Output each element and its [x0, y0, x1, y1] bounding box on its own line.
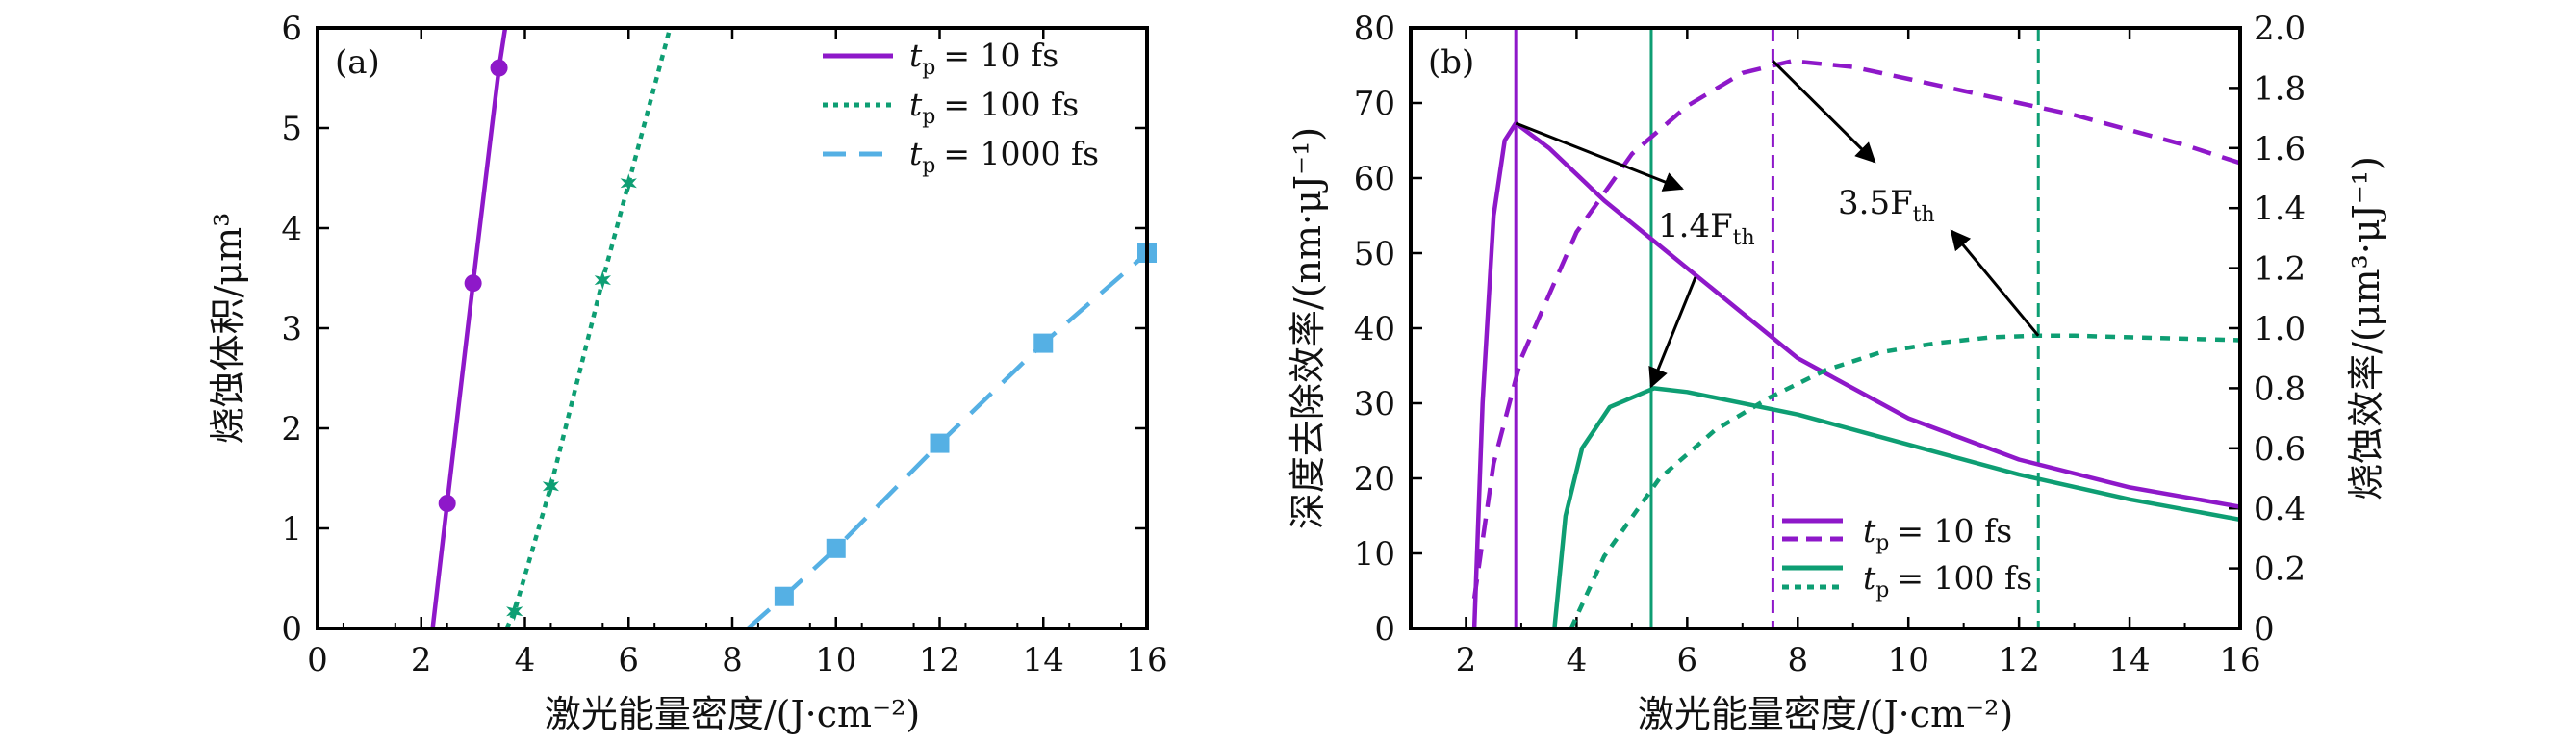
series-line-a-1 [504, 28, 673, 628]
data-point [594, 270, 611, 291]
y-tick-label-right: 0.6 [2254, 430, 2306, 469]
x-tick-label: 8 [722, 641, 743, 679]
x-tick-label: 12 [1999, 641, 2040, 679]
y-tick-label-right: 1.6 [2254, 130, 2306, 168]
x-tick-label: 14 [1023, 641, 1064, 679]
y-tick-label-left: 50 [1354, 235, 1395, 273]
y-tick-label-left: 40 [1354, 310, 1395, 348]
panel-a-frame [316, 26, 1149, 630]
x-tick-label: 4 [1567, 641, 1588, 679]
data-point [774, 586, 794, 606]
x-tick-label: 10 [815, 641, 856, 679]
y-tick-label-left: 80 [1354, 10, 1395, 48]
panel-b-series [1471, 59, 2240, 628]
y-tick-label: 4 [281, 210, 302, 248]
y-tick-label-left: 60 [1354, 160, 1395, 198]
legend-a-label-1000fs: tp = 1000 fs [909, 135, 1099, 178]
annotation-arrow-2 [1772, 60, 1876, 164]
data-point [826, 538, 846, 558]
y-tick-label-right: 1.4 [2254, 190, 2306, 228]
annotation-1-4fth: 1.4Fth [1658, 207, 1755, 250]
x-tick-label: 10 [1888, 641, 1929, 679]
y-tick-label-left: 0 [1374, 610, 1395, 649]
data-point [620, 173, 637, 193]
panel-b-ylabel-right: 烧蚀效率/(μm³·μJ⁻¹) [2345, 156, 2387, 500]
legend-b-label-10fs: tp = 10 fs [1863, 512, 2012, 555]
series-line-a-2 [746, 251, 1147, 628]
y-tick-label: 0 [281, 610, 302, 649]
panel-a-label: (a) [335, 43, 380, 82]
y-tick-label-right: 0 [2254, 610, 2275, 649]
y-tick-label-left: 10 [1354, 535, 1395, 574]
x-tick-label: 4 [515, 641, 536, 679]
series-line-b-3 [1569, 333, 2240, 628]
panel-b-reference-lines [1514, 28, 2040, 628]
x-tick-label: 2 [411, 641, 432, 679]
annotation-arrow-0 [1515, 121, 1684, 192]
data-point [490, 59, 508, 77]
panel-b-xlabel: 激光能量密度/(J·cm⁻²) [1638, 693, 2013, 735]
series-line-b-1 [1471, 59, 2240, 600]
y-tick-label: 1 [281, 510, 302, 549]
x-tick-label: 12 [919, 641, 960, 679]
series-line-a-0 [430, 28, 508, 628]
x-tick-label: 14 [2108, 641, 2150, 679]
panel-b: 2 4 6 8 10 12 14 160102030405060708000.20.40.60… [1287, 10, 2387, 735]
y-tick-label-left: 20 [1354, 460, 1395, 499]
y-tick-label: 3 [281, 310, 302, 348]
data-point [1033, 333, 1054, 353]
panel-b-ticks: 2 4 6 8 10 12 14 160102030405060708000.20.40.60… [1354, 10, 2306, 679]
x-tick-label: 6 [1677, 641, 1698, 679]
y-tick-label-right: 2.0 [2254, 10, 2306, 48]
y-tick-label-right: 0.8 [2254, 370, 2306, 408]
y-tick-label: 5 [281, 110, 302, 148]
panel-b-ylabel-left: 深度去除效率/(nm·μJ⁻¹) [1287, 127, 1329, 529]
y-tick-label-left: 30 [1354, 385, 1395, 423]
data-point [930, 433, 950, 453]
y-tick-label: 6 [281, 10, 302, 48]
x-tick-label: 2 [1456, 641, 1477, 679]
legend-b-label-100fs: tp = 100 fs [1863, 559, 2032, 602]
panel-b-frame [1409, 26, 2242, 630]
y-tick-label-right: 0.4 [2254, 490, 2306, 528]
x-tick-label: 6 [618, 641, 639, 679]
y-tick-label-right: 1.8 [2254, 69, 2306, 108]
y-tick-label-right: 0.2 [2254, 551, 2306, 589]
series-line-b-0 [1471, 120, 2240, 628]
legend-a-label-10fs: tp = 10 fs [909, 37, 1058, 80]
annotation-3-5fth: 3.5Fth [1838, 184, 1935, 227]
y-tick-label-left: 70 [1354, 85, 1395, 123]
x-tick-label: 16 [2219, 641, 2260, 679]
data-point [542, 476, 560, 497]
panel-a-legend: tp = 10 fs tp = 100 fs tp = 1000 fs [823, 37, 1099, 178]
legend-a-label-100fs: tp = 100 fs [909, 86, 1079, 129]
panel-b-legend: tp = 10 fs tp = 100 fs [1782, 512, 2032, 602]
x-tick-label: 8 [1787, 641, 1808, 679]
annotation-arrow-1 [1648, 276, 1697, 389]
data-point [464, 274, 482, 293]
x-tick-label: 0 [307, 641, 328, 679]
panel-b-arrows [1515, 60, 2040, 389]
y-tick-label: 2 [281, 410, 302, 448]
x-tick-label: 16 [1126, 641, 1167, 679]
panel-a-ylabel: 烧蚀体积/μm³ [207, 213, 249, 445]
data-point [438, 495, 456, 512]
series-line-b-2 [1552, 386, 2240, 628]
annotation-arrow-3 [1950, 229, 2040, 337]
data-point [506, 602, 523, 622]
y-tick-label-right: 1.0 [2254, 310, 2306, 348]
panel-a-xlabel: 激光能量密度/(J·cm⁻²) [545, 693, 920, 735]
panel-b-label: (b) [1428, 43, 1474, 82]
y-tick-label-right: 1.2 [2254, 250, 2306, 289]
